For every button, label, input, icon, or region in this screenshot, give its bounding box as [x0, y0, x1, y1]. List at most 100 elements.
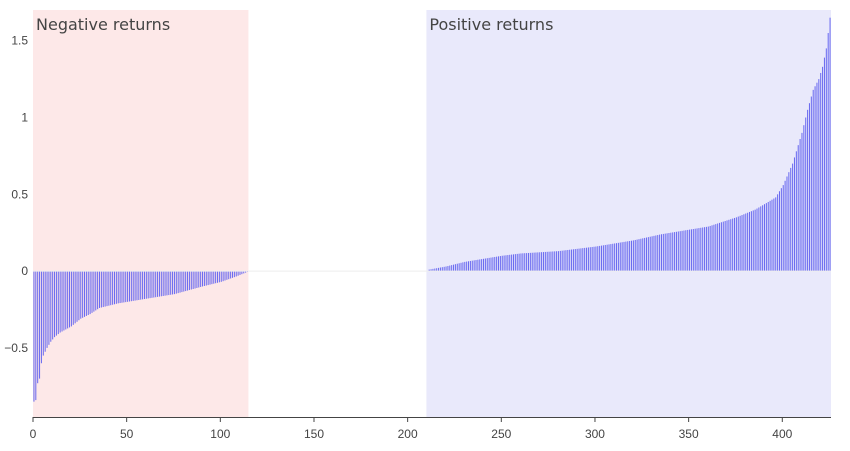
bar [610, 244, 612, 272]
bar [576, 248, 578, 272]
bar [211, 271, 213, 285]
bar [52, 271, 54, 340]
bar [511, 254, 513, 272]
bar [151, 271, 153, 298]
bar [149, 271, 151, 299]
bar [829, 17, 831, 272]
bar [458, 263, 460, 272]
bar [67, 271, 69, 329]
bar [93, 271, 95, 312]
bar [469, 260, 471, 272]
bar [737, 216, 739, 272]
bar [192, 271, 194, 290]
bar [582, 248, 584, 272]
bar [735, 217, 737, 272]
bar [767, 201, 769, 272]
bar [782, 185, 784, 272]
bar [539, 252, 541, 272]
bar [89, 271, 91, 315]
bar [46, 271, 48, 348]
y-axis-ticks: −0.5 0 0.5 1 1.5 [4, 34, 28, 355]
bar [807, 109, 809, 272]
bar [745, 213, 747, 272]
bar [209, 271, 211, 285]
bar [763, 204, 766, 272]
bar [243, 271, 245, 274]
bar [456, 263, 458, 272]
bar [632, 240, 634, 272]
bar [689, 229, 691, 272]
bar [615, 243, 618, 272]
bar [239, 271, 241, 275]
bar [449, 265, 451, 272]
bar [557, 251, 559, 272]
bar [812, 89, 814, 272]
bar [548, 251, 550, 272]
bar [436, 268, 438, 272]
bar [173, 271, 175, 295]
bar [213, 271, 215, 284]
bar [702, 227, 704, 272]
bar [793, 157, 795, 272]
bar [439, 267, 441, 272]
bar [102, 271, 104, 308]
bar [786, 176, 788, 272]
bar [453, 264, 455, 272]
bar [612, 243, 614, 272]
bar [640, 238, 642, 272]
bar [37, 271, 39, 384]
bar [705, 226, 707, 272]
bar [614, 243, 616, 272]
bar [818, 79, 820, 272]
bar [57, 271, 59, 335]
bar [739, 215, 741, 272]
bar [145, 271, 147, 299]
bar [814, 86, 816, 272]
bar [775, 197, 777, 272]
bar [160, 271, 162, 297]
bar [241, 271, 243, 275]
bar [675, 231, 677, 272]
bar [816, 82, 818, 272]
bar [488, 257, 490, 272]
bar [522, 253, 524, 272]
bar [683, 230, 685, 272]
bar [531, 252, 533, 272]
bar [451, 265, 453, 272]
bar [200, 271, 202, 287]
bar [115, 271, 117, 304]
bar [125, 271, 127, 303]
bar [205, 271, 207, 286]
x-tick-label: 100 [210, 427, 230, 441]
region-band-1 [426, 10, 831, 417]
bar [674, 232, 676, 272]
bar [188, 271, 190, 291]
x-tick-label: 250 [491, 427, 511, 441]
bar [245, 271, 247, 273]
bar [54, 271, 56, 338]
bar [61, 271, 63, 332]
y-tick-label: 0.5 [11, 187, 28, 201]
bar [587, 247, 589, 272]
bar [559, 250, 561, 272]
bar [138, 271, 140, 300]
bar [638, 239, 640, 272]
region-label-0: Negative returns [36, 15, 170, 34]
bar [803, 125, 805, 272]
bar [477, 259, 479, 272]
bar [578, 248, 580, 272]
bar [754, 209, 756, 272]
bar [216, 271, 219, 283]
bar [194, 271, 196, 289]
bar [647, 237, 649, 272]
bar [69, 271, 71, 328]
region-labels: Negative returns Positive returns [36, 15, 553, 34]
bar [797, 145, 799, 272]
bar [619, 242, 621, 272]
bar [823, 57, 825, 272]
bar [78, 271, 80, 321]
bar [196, 271, 198, 288]
bar [778, 191, 781, 272]
bar [773, 198, 775, 272]
